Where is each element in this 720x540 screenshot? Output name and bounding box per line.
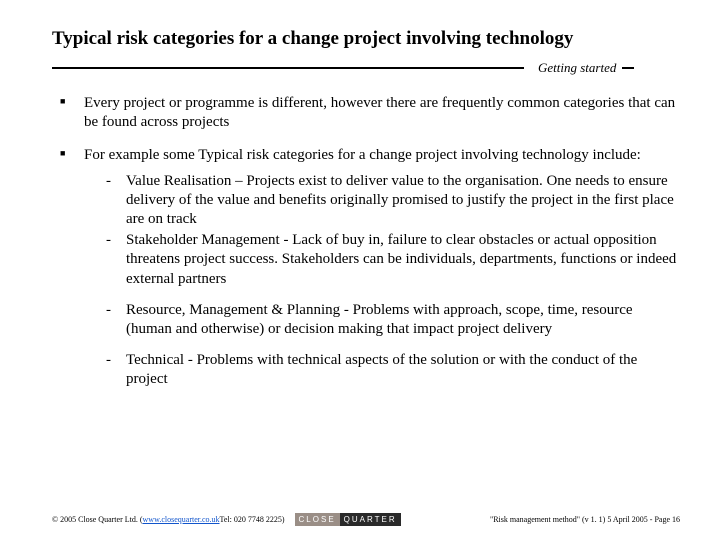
logo: CLOSEQUARTER [295, 513, 401, 526]
bullet-list: Every project or programme is different,… [52, 94, 680, 389]
bullet-item: Every project or programme is different,… [60, 94, 680, 132]
bullet-item: For example some Typical risk categories… [60, 146, 680, 389]
horizontal-rule [52, 67, 524, 69]
dash-text: Resource, Management & Planning - Proble… [126, 302, 633, 337]
copyright-prefix: © 2005 Close Quarter Ltd. ( [52, 515, 143, 524]
dash-item: Resource, Management & Planning - Proble… [106, 301, 680, 339]
dash-list: Value Realisation – Projects exist to de… [84, 172, 680, 289]
footer-link[interactable]: www.closequarter.co.uk [143, 515, 220, 524]
dash-item: Stakeholder Management - Lack of buy in,… [106, 231, 680, 289]
section-dash [622, 67, 634, 69]
title-rule-row: Getting started [52, 60, 680, 76]
dash-text: Value Realisation – Projects exist to de… [126, 173, 674, 227]
dash-text: Stakeholder Management - Lack of buy in,… [126, 232, 676, 286]
dash-text: Technical - Problems with technical aspe… [126, 352, 637, 387]
slide: Typical risk categories for a change pro… [0, 0, 720, 540]
bullet-text: For example some Typical risk categories… [84, 147, 641, 163]
footer: © 2005 Close Quarter Ltd. (www.closequar… [0, 513, 720, 526]
bullet-text: Every project or programme is different,… [84, 95, 675, 130]
footer-right: "Risk management method" (v 1. 1) 5 Apri… [490, 515, 680, 524]
dash-item: Technical - Problems with technical aspe… [106, 351, 680, 389]
footer-left: © 2005 Close Quarter Ltd. (www.closequar… [52, 513, 411, 526]
copyright-suffix: Tel: 020 7748 2225) [220, 515, 285, 524]
slide-title: Typical risk categories for a change pro… [52, 28, 680, 50]
section-label: Getting started [538, 60, 616, 76]
dash-list: Resource, Management & Planning - Proble… [84, 301, 680, 390]
logo-right: QUARTER [340, 513, 401, 526]
logo-left: CLOSE [295, 513, 340, 526]
body-content: Every project or programme is different,… [52, 94, 680, 389]
dash-item: Value Realisation – Projects exist to de… [106, 172, 680, 230]
